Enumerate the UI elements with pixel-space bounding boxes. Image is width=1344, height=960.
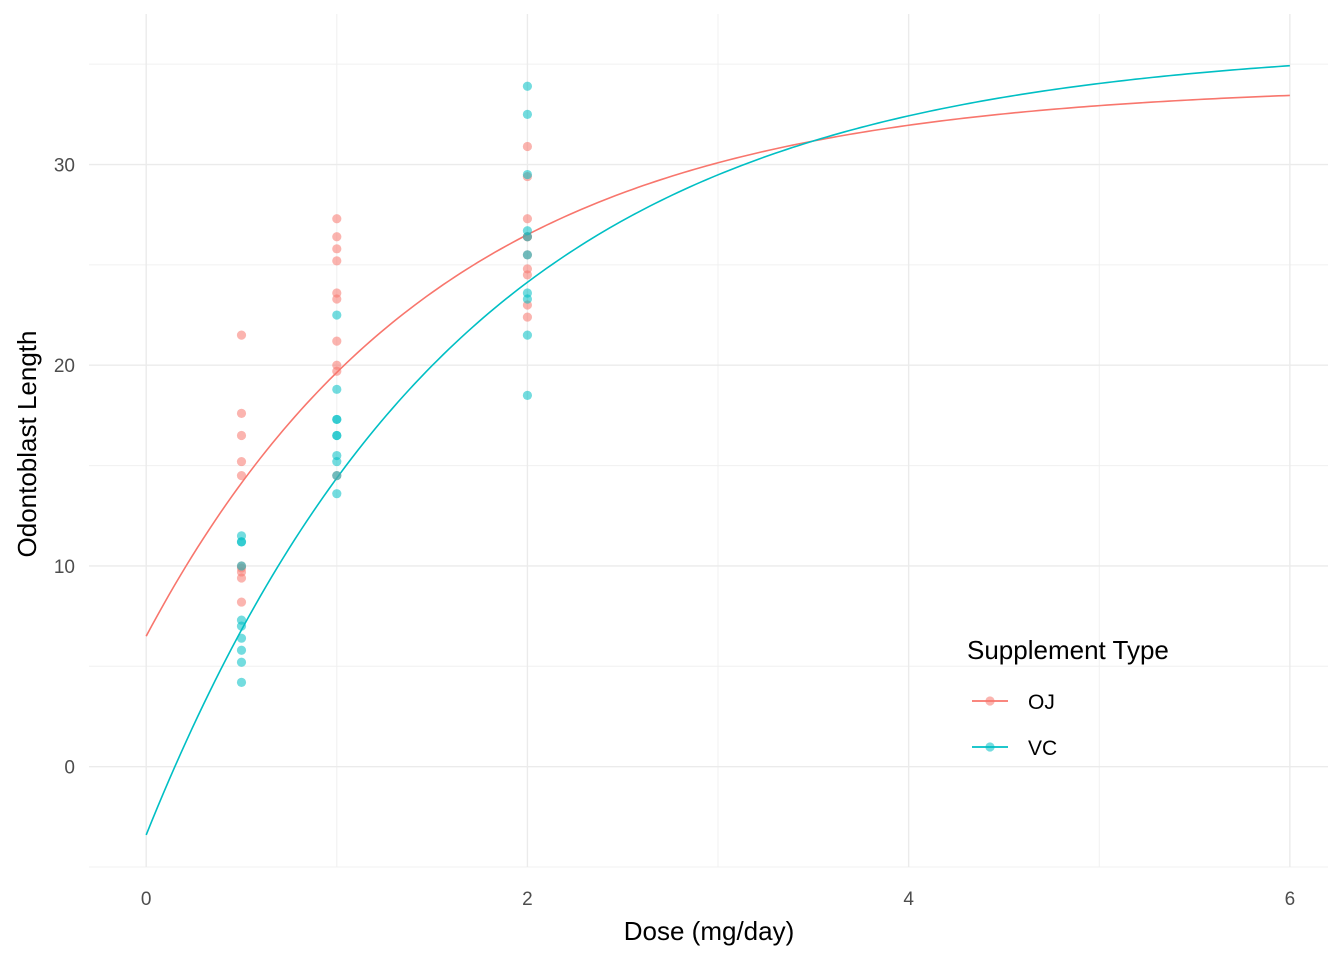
point-oj [236,430,247,441]
point-vc [332,489,342,499]
point-oj [522,141,533,152]
x-axis-tick-labels: 0 2 4 6 [141,889,1295,910]
legend-title: Supplement Type [967,635,1169,665]
x-tick-label: 4 [903,889,914,910]
point-vc [522,169,533,180]
y-tick-label: 10 [54,557,75,578]
point-oj [236,330,247,340]
point-vc [522,294,533,304]
point-vc [522,390,533,400]
y-tick-label: 30 [54,156,75,177]
point-oj [332,294,342,304]
point-vc [522,232,533,242]
point-vc [236,645,247,655]
point-vc [332,456,342,467]
legend-label: VC [1028,737,1057,760]
point-oj [236,471,247,481]
point-vc [332,384,342,394]
legend-item-oj: OJ [972,691,1055,714]
point-vc [236,561,247,571]
legend-key-point [985,696,995,706]
data-points [236,81,533,687]
point-vc [332,471,342,481]
y-tick-label: 20 [54,356,75,377]
point-vc [236,657,247,667]
legend-label: OJ [1028,691,1055,714]
point-vc [522,109,533,119]
point-oj [236,456,247,467]
point-vc [236,621,247,631]
point-vc [522,81,533,91]
y-tick-label: 0 [64,758,75,779]
legend-item-vc: VC [972,737,1057,760]
point-vc [332,310,342,320]
point-vc [236,537,247,547]
point-oj [236,573,247,583]
x-tick-label: 0 [141,889,152,910]
legend-key-point [985,742,995,752]
x-axis-title: Dose (mg/day) [624,916,795,946]
point-vc [522,250,533,260]
point-oj [332,256,342,266]
legend: Supplement Type OJ VC [967,635,1169,760]
point-vc [332,414,342,425]
point-oj [522,214,533,224]
x-tick-label: 6 [1285,889,1296,910]
point-vc [236,677,247,687]
point-oj [332,244,342,254]
point-oj [236,408,247,419]
minor-gridlines [89,14,1328,868]
point-oj [522,312,533,322]
point-vc [522,330,533,340]
point-oj [332,336,342,346]
point-oj [332,366,342,376]
point-oj [236,597,247,607]
point-vc [236,633,247,643]
point-oj [522,270,533,280]
point-vc [332,430,342,441]
major-gridlines [89,14,1328,867]
x-tick-label: 2 [522,889,533,910]
point-oj [332,232,342,242]
y-axis-tick-labels: 0 10 20 30 [54,156,75,779]
point-oj [332,214,342,224]
y-axis-title: Odontoblast Length [12,331,42,558]
